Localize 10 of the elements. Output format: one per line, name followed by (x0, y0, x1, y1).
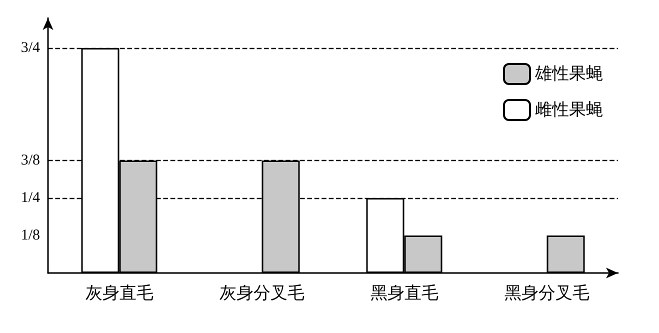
x-tick-label: 黑身直毛 (370, 284, 438, 304)
y-tick-label: 1/8 (20, 228, 40, 244)
y-tick-label: 3/8 (20, 152, 40, 168)
x-tick-label: 灰身直毛 (85, 284, 154, 304)
y-tick-label: 1/4 (20, 190, 40, 206)
x-tick-label: 黑身分叉毛 (504, 284, 590, 304)
x-tick-label: 灰身分叉毛 (219, 284, 304, 304)
y-tick-label: 3/4 (20, 40, 40, 56)
legend-label: 雄性果蝇 (534, 64, 603, 84)
legend-label: 雌性果蝇 (535, 100, 603, 120)
